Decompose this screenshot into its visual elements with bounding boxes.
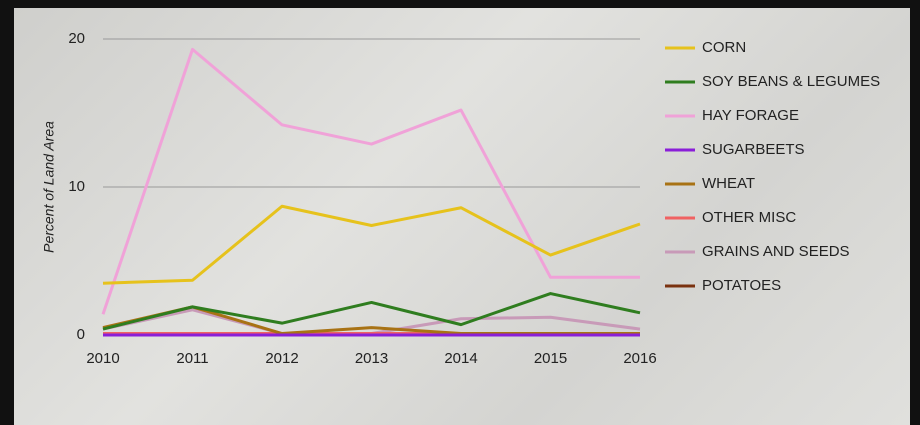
series-line [102,292,641,331]
series-line [102,204,641,285]
x-tick-label: 2013 [355,350,388,367]
x-tick-label: 2011 [176,350,208,367]
x-tick-label: 2016 [623,350,656,367]
legend-label: POTATOES [702,277,781,294]
legend-label: SUGARBEETS [702,141,805,158]
series-line [102,308,641,336]
series-line [101,47,640,315]
legend-label: GRAINS AND SEEDS [702,243,850,260]
legend-label: HAY FORAGE [702,107,799,124]
y-tick-label: 0 [77,326,85,343]
legend-label: WHEAT [702,175,755,192]
y-axis-title: Percent of Land Area [41,121,57,253]
panel [14,8,910,425]
x-tick-label: 2010 [86,350,119,367]
y-tick-label: 20 [68,30,85,47]
x-tick-label: 2012 [265,350,298,367]
legend-label: OTHER MISC [702,209,796,226]
x-tick-label: 2014 [444,350,477,367]
y-tick-label: 10 [68,178,85,195]
legend-label: CORN [702,39,746,56]
x-tick-label: 2015 [534,350,567,367]
legend-label: SOY BEANS & LEGUMES [702,73,880,90]
